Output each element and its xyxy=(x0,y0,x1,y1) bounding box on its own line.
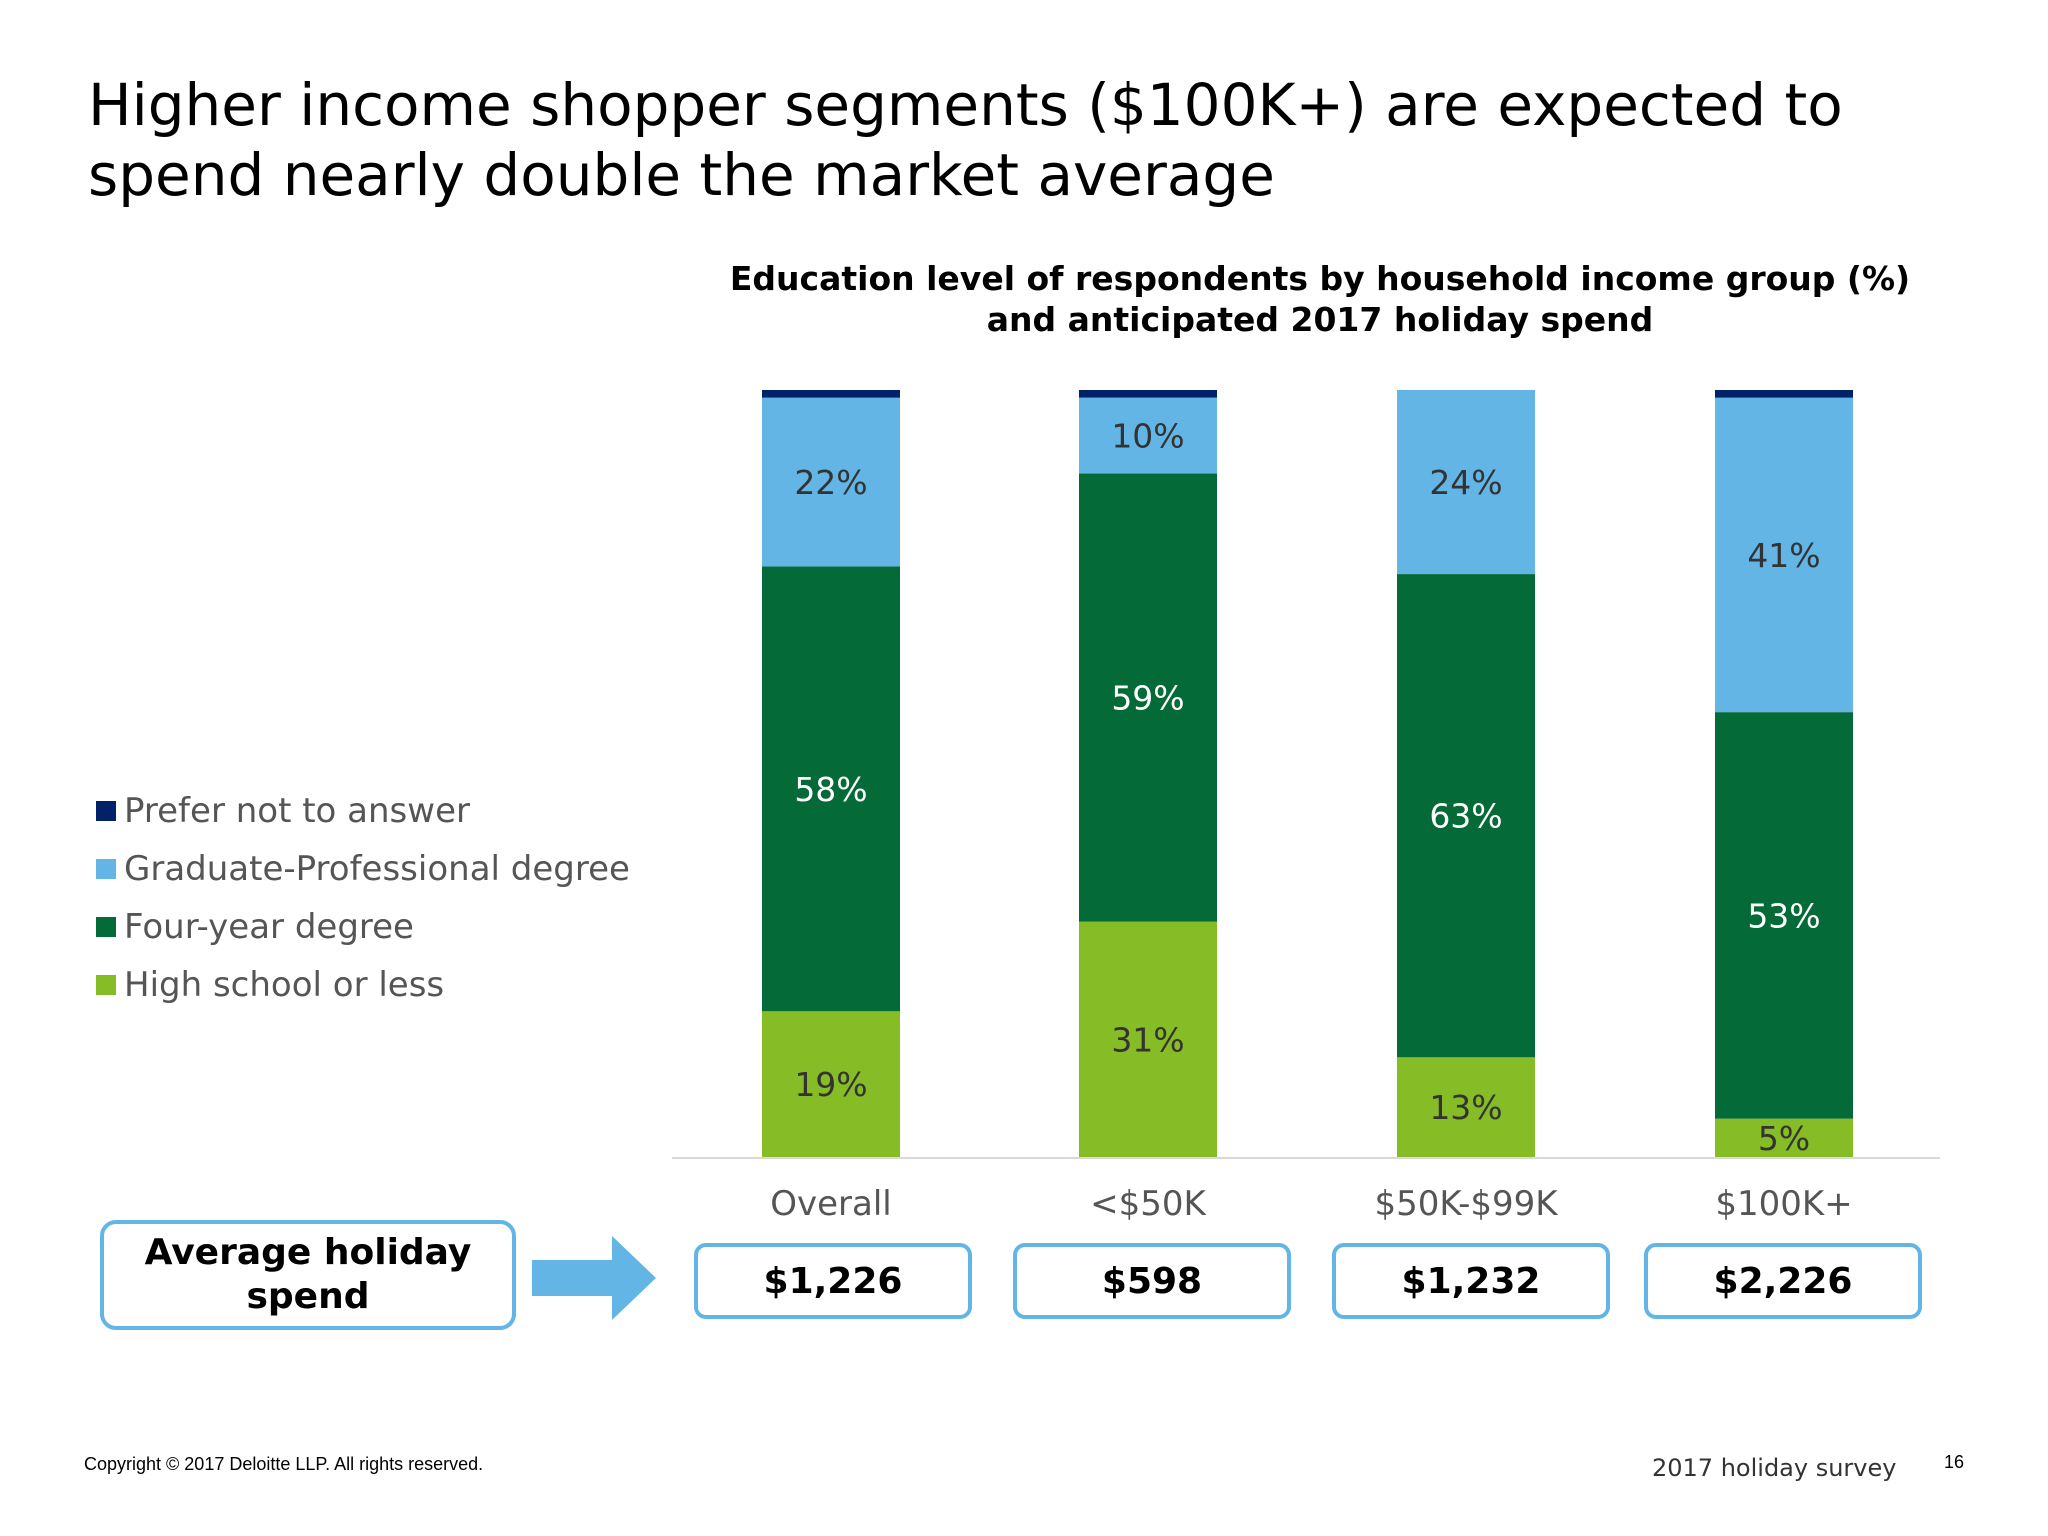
chart-title: Education level of respondents by househ… xyxy=(680,258,1960,340)
chart-legend: Prefer not to answer Graduate-Profession… xyxy=(96,782,630,1014)
category-label-overall: Overall xyxy=(770,1184,892,1224)
data-label-50k-four-year-degree: 59% xyxy=(1111,679,1184,718)
copyright-footer: Copyright © 2017 Deloitte LLP. All right… xyxy=(84,1454,484,1474)
arrow-right-icon xyxy=(532,1236,656,1320)
data-label-50k-99k-high-school-or-less: 13% xyxy=(1429,1088,1502,1127)
bar-overall-graduate-professional-degree xyxy=(762,397,900,567)
page-number: 16 xyxy=(1944,1452,1965,1472)
average-holiday-spend-label: Average holiday spend xyxy=(100,1220,516,1330)
bar-100k-high-school-or-less xyxy=(1715,1118,1853,1157)
bar-overall-prefer-not-to-answer xyxy=(762,390,900,398)
bar-100k-four-year-degree xyxy=(1715,712,1853,1119)
legend-swatch-high-school xyxy=(96,975,116,995)
bar-100k-prefer-not-to-answer xyxy=(1715,390,1853,398)
bar-50k-high-school-or-less xyxy=(1079,921,1217,1157)
survey-footer: 2017 holiday survey xyxy=(1652,1454,1897,1482)
data-label-50k-99k-graduate-professional-degree: 24% xyxy=(1429,463,1502,502)
bar-50k-99k-four-year-degree xyxy=(1397,574,1535,1058)
slide-title: Higher income shopper segments ($100K+) … xyxy=(88,71,1843,209)
legend-item-high-school: High school or less xyxy=(96,956,630,1014)
bar-50k-99k-high-school-or-less xyxy=(1397,1057,1535,1157)
data-label-overall-four-year-degree: 58% xyxy=(794,770,867,809)
legend-label-prefer-not: Prefer not to answer xyxy=(124,791,470,831)
spend-box-overall: $1,226 xyxy=(694,1243,972,1319)
legend-swatch-prefer-not xyxy=(96,801,116,821)
legend-swatch-four-year xyxy=(96,917,116,937)
legend-item-prefer-not: Prefer not to answer xyxy=(96,782,630,840)
bar-50k-graduate-professional-degree xyxy=(1079,397,1217,474)
legend-label-high-school: High school or less xyxy=(124,965,445,1005)
bar-overall-high-school-or-less xyxy=(762,1011,900,1157)
chart-title-line-1: Education level of respondents by househ… xyxy=(729,259,1911,298)
legend-item-graduate: Graduate-Professional degree xyxy=(96,840,630,898)
data-label-100k-graduate-professional-degree: 41% xyxy=(1747,536,1820,575)
spend-box-50k-99k: $1,232 xyxy=(1332,1243,1610,1319)
data-label-50k-graduate-professional-degree: 10% xyxy=(1111,417,1184,456)
legend-item-four-year: Four-year degree xyxy=(96,898,630,956)
chart-title-line-2: and anticipated 2017 holiday spend xyxy=(986,300,1654,339)
category-label-under-50k: <$50K xyxy=(1090,1184,1206,1224)
category-label-50k-99k: $50K-$99K xyxy=(1374,1184,1558,1224)
bar-100k-graduate-professional-degree xyxy=(1715,397,1853,713)
bar-50k-prefer-not-to-answer xyxy=(1079,390,1217,398)
bar-50k-99k-graduate-professional-degree xyxy=(1397,390,1535,575)
spend-box-under-50k: $598 xyxy=(1013,1243,1291,1319)
data-label-100k-high-school-or-less: 5% xyxy=(1758,1119,1810,1158)
data-label-100k-four-year-degree: 53% xyxy=(1747,896,1820,935)
bar-overall-four-year-degree xyxy=(762,566,900,1012)
legend-swatch-graduate xyxy=(96,859,116,879)
spend-box-100k-plus: $2,226 xyxy=(1644,1243,1922,1319)
data-label-50k-high-school-or-less: 31% xyxy=(1111,1020,1184,1059)
data-label-overall-high-school-or-less: 19% xyxy=(794,1065,867,1104)
data-label-overall-graduate-professional-degree: 22% xyxy=(794,463,867,502)
bar-50k-four-year-degree xyxy=(1079,473,1217,922)
legend-label-four-year: Four-year degree xyxy=(124,907,414,947)
legend-label-graduate: Graduate-Professional degree xyxy=(124,849,630,889)
category-label-100k-plus: $100K+ xyxy=(1715,1184,1853,1224)
data-label-50k-99k-four-year-degree: 63% xyxy=(1429,797,1502,836)
